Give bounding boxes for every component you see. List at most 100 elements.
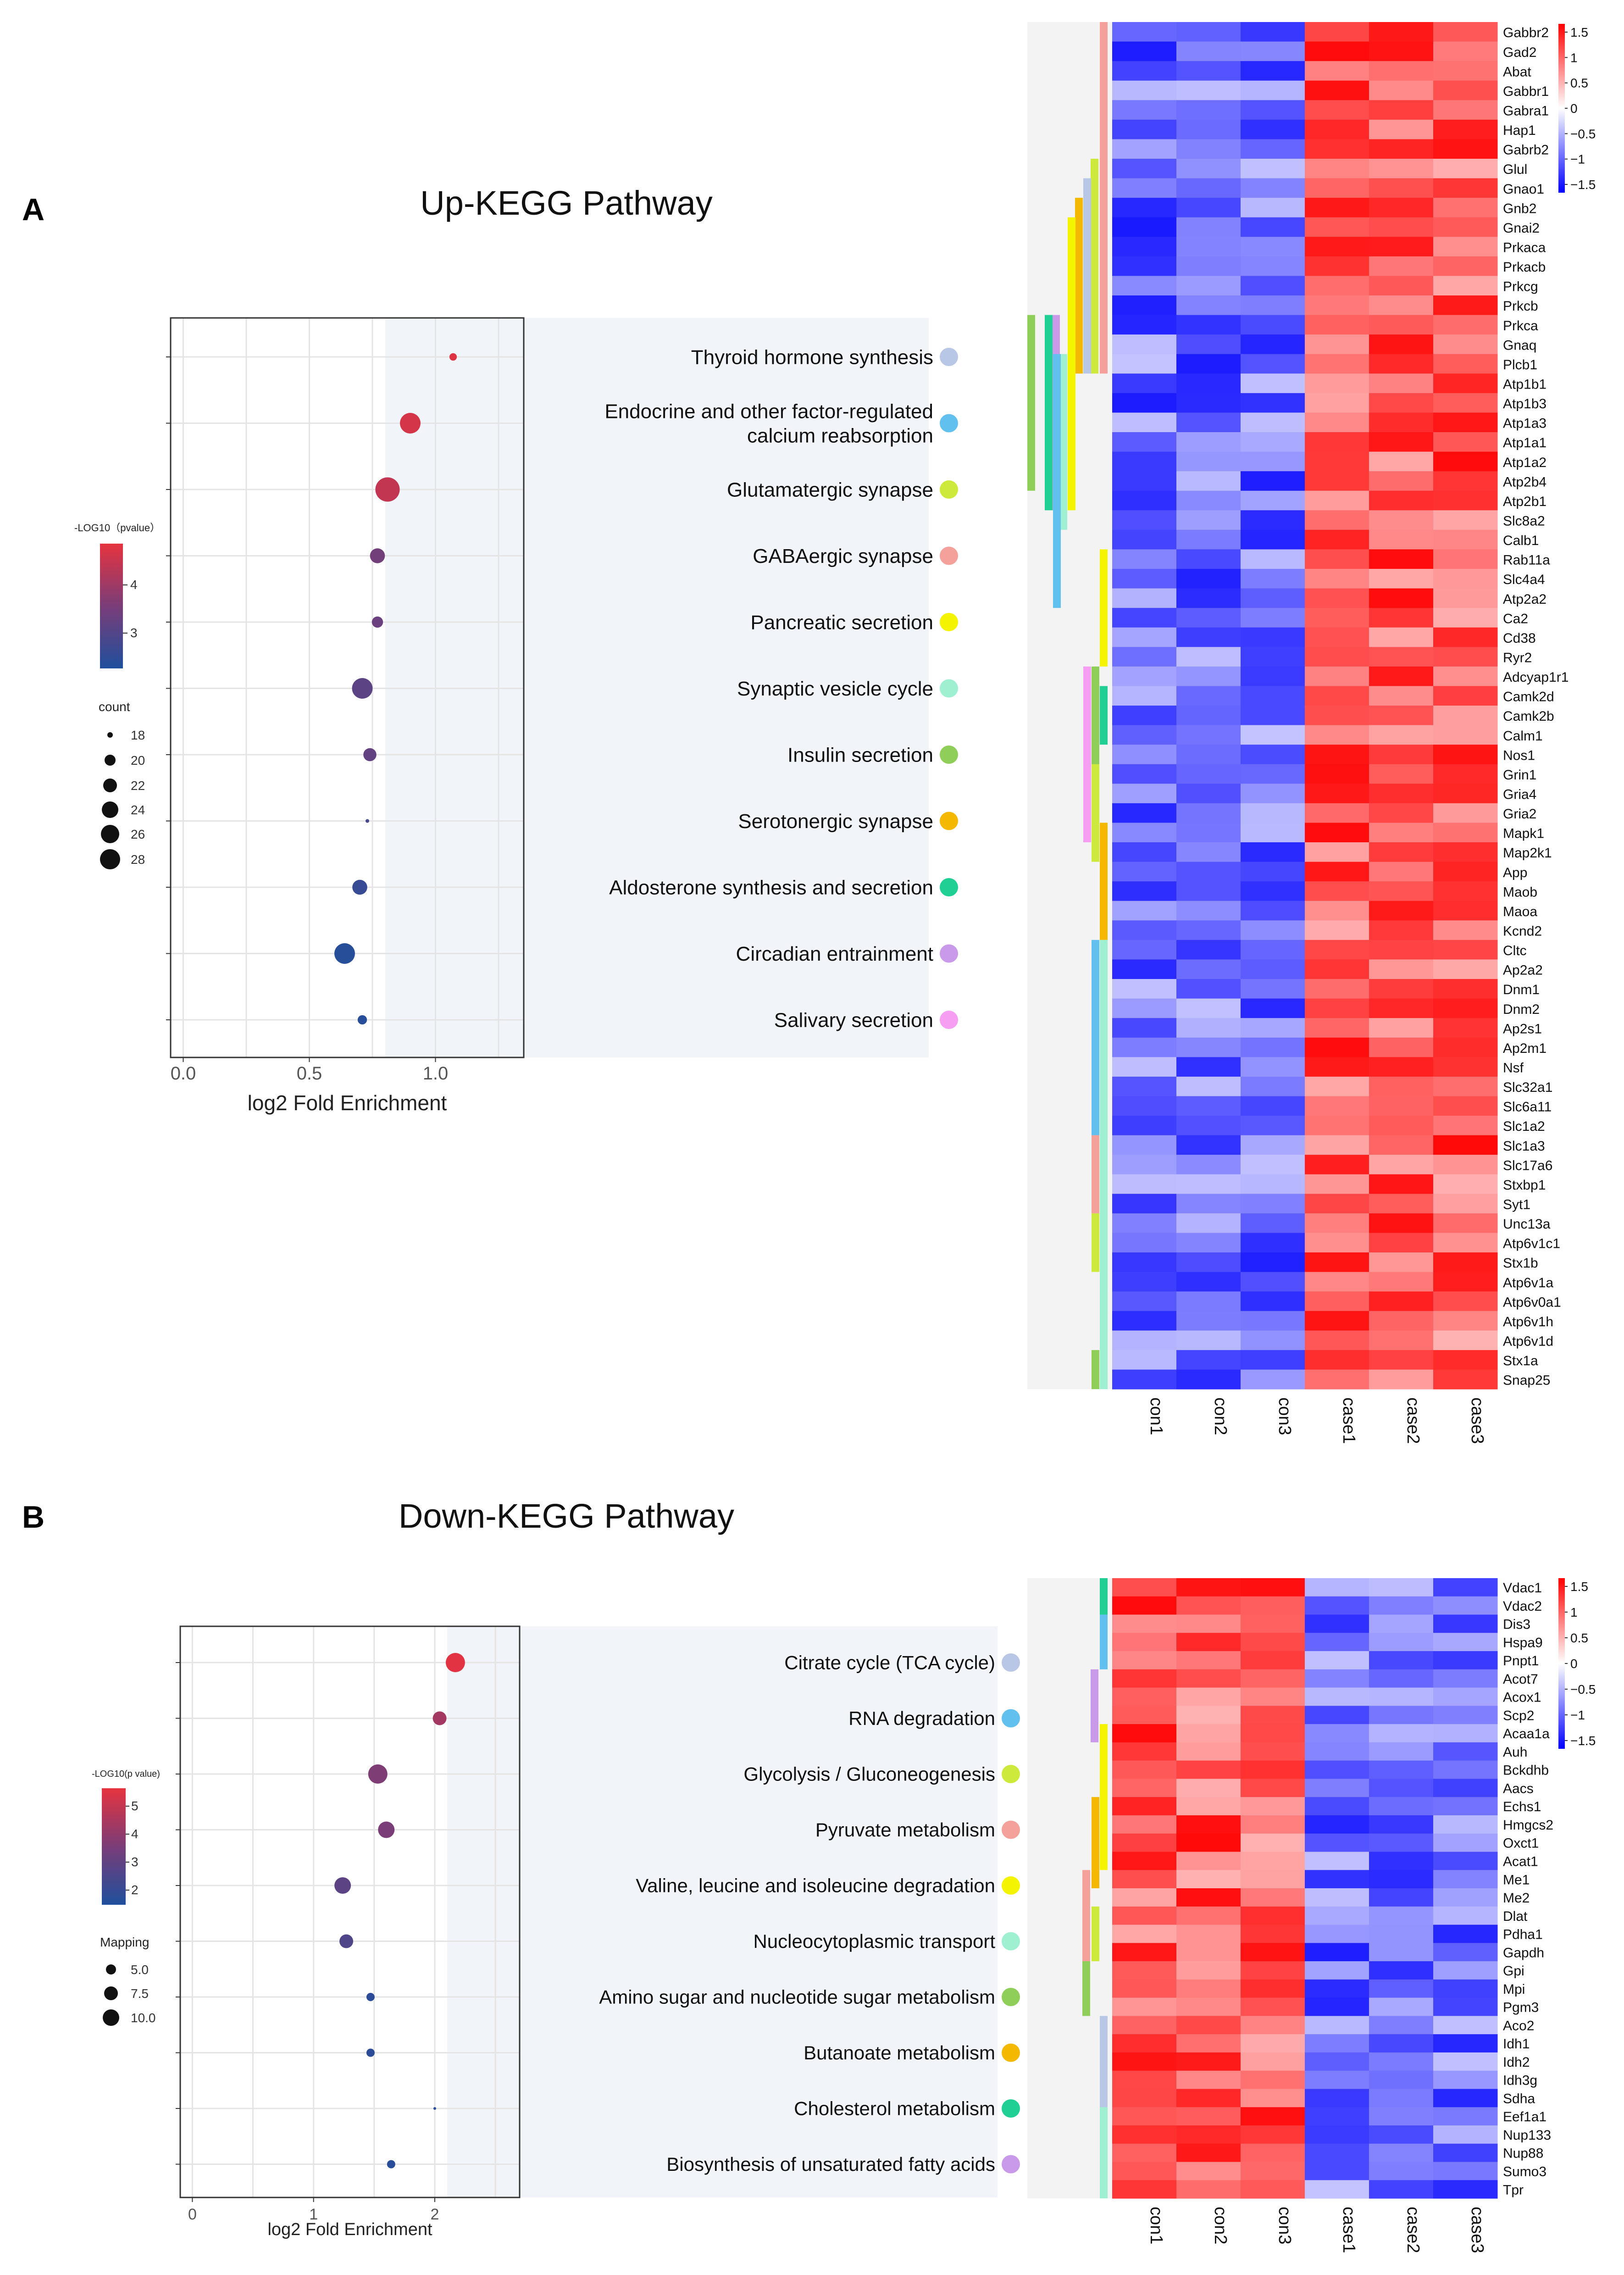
heatmap-cell	[1176, 1888, 1241, 1907]
gene-label: Prkcb	[1503, 299, 1538, 314]
pathway-annotation-bar	[1092, 1797, 1099, 1888]
heatmap-cell	[1369, 1252, 1434, 1273]
gene-label: Maoa	[1503, 904, 1537, 919]
heatmap-cell	[1369, 1852, 1434, 1870]
heatmap-cell	[1433, 1961, 1498, 1980]
heatmap-cell	[1112, 2125, 1177, 2144]
category-label: Citrate cycle (TCA cycle)	[784, 1652, 995, 1674]
heatmap-cell	[1369, 764, 1434, 784]
heatmap-cell	[1241, 920, 1305, 940]
heatmap-cell	[1112, 1614, 1177, 1633]
heatmap-cell	[1433, 139, 1498, 159]
heatmap-cell	[1433, 862, 1498, 882]
heatmap-cell	[1305, 998, 1369, 1018]
heatmap-cell	[1433, 1369, 1498, 1390]
heatmap-cell	[1433, 490, 1498, 511]
heatmap-cell	[1305, 295, 1369, 316]
gene-label: Vdac1	[1503, 1580, 1542, 1596]
heatmap-cell	[1176, 80, 1241, 100]
pathway-annotation-bar	[1100, 686, 1108, 745]
heatmap-cell	[1241, 256, 1305, 276]
gene-label: Cltc	[1503, 943, 1527, 958]
gene-label: Prkcg	[1503, 279, 1538, 295]
heatmap-cell	[1369, 1997, 1434, 2016]
heatmap-cell	[1433, 549, 1498, 569]
heatmap-cell	[1241, 940, 1305, 960]
heatmap-cell	[1112, 1633, 1177, 1652]
heatmap-cell	[1433, 1174, 1498, 1194]
heatmap-cell	[1369, 686, 1434, 706]
heatmap-cell	[1433, 1076, 1498, 1096]
heatmap-cell	[1305, 1651, 1369, 1670]
heatmap-cell	[1176, 881, 1241, 901]
heatmap-cell	[1241, 1096, 1305, 1116]
scale-tick-label: 0	[1570, 1657, 1578, 1671]
heatmap-cell	[1176, 1174, 1241, 1194]
heatmap-cell	[1433, 1633, 1498, 1652]
gene-label: Prkaca	[1503, 240, 1546, 255]
heatmap-cell	[1433, 2143, 1498, 2162]
heatmap-cell	[1305, 1779, 1369, 1797]
heatmap-cell	[1369, 61, 1434, 81]
sample-label: case2	[1403, 2207, 1423, 2253]
panel-b-label-band	[447, 1626, 998, 2197]
heatmap-cell	[1433, 1155, 1498, 1175]
heatmap-cell	[1241, 1852, 1305, 1870]
pathway-annotation-bar	[1083, 178, 1091, 374]
heatmap-cell	[1305, 862, 1369, 882]
heatmap-cell	[1241, 529, 1305, 550]
heatmap-cell	[1433, 666, 1498, 686]
heatmap-cell	[1305, 803, 1369, 823]
heatmap-cell	[1305, 315, 1369, 335]
heatmap-cell	[1112, 2089, 1177, 2108]
heatmap-cell	[1433, 920, 1498, 940]
category-color-marker	[1002, 1932, 1020, 1951]
heatmap-cell	[1433, 1291, 1498, 1312]
pathway-annotation-bar	[1091, 159, 1098, 374]
heatmap-cell	[1305, 61, 1369, 81]
gene-label: Dlat	[1503, 1909, 1528, 1924]
heatmap-cell	[1176, 803, 1241, 823]
panel-b-size-key	[104, 1986, 118, 2000]
heatmap-cell	[1176, 1596, 1241, 1615]
heatmap-cell	[1369, 1018, 1434, 1038]
heatmap-cell	[1433, 393, 1498, 413]
category-color-marker	[940, 1011, 958, 1029]
gene-label: Rab11a	[1503, 553, 1550, 568]
heatmap-cell	[1369, 217, 1434, 237]
panel-b-color-tick: 4	[131, 1827, 139, 1841]
gene-label: Gabbr2	[1503, 25, 1549, 40]
heatmap-cell	[1305, 784, 1369, 804]
panel-a-size-key	[102, 801, 118, 818]
heatmap-cell	[1369, 2052, 1434, 2071]
heatmap-cell	[1241, 2180, 1305, 2199]
heatmap-cell	[1305, 412, 1369, 433]
heatmap-cell	[1241, 549, 1305, 569]
heatmap-cell	[1433, 1943, 1498, 1962]
heatmap-cell	[1433, 998, 1498, 1018]
category-label: Synaptic vesicle cycle	[737, 678, 933, 700]
heatmap-cell	[1433, 1797, 1498, 1816]
heatmap-cell	[1369, 1943, 1434, 1962]
gene-label: Acaa1a	[1503, 1726, 1550, 1741]
category-color-marker	[940, 546, 958, 565]
heatmap-cell	[1176, 1633, 1241, 1652]
heatmap-cell	[1433, 1135, 1498, 1155]
gene-label: Atp1a3	[1503, 416, 1546, 431]
heatmap-cell	[1241, 959, 1305, 979]
heatmap-cell	[1241, 471, 1305, 491]
heatmap-cell	[1433, 198, 1498, 218]
data-point	[334, 1877, 351, 1894]
heatmap-cell	[1241, 862, 1305, 882]
heatmap-cell	[1305, 745, 1369, 765]
heatmap-cell	[1241, 1906, 1305, 1925]
heatmap-cell	[1433, 1651, 1498, 1670]
heatmap-cell	[1176, 529, 1241, 550]
scale-tick-label: −0.5	[1570, 1682, 1596, 1697]
gene-label: Nup88	[1503, 2146, 1543, 2161]
heatmap-cell	[1305, 139, 1369, 159]
heatmap-cell	[1369, 1194, 1434, 1214]
heatmap-cell	[1241, 393, 1305, 413]
heatmap-cell	[1305, 178, 1369, 198]
gene-label: Atp1b3	[1503, 396, 1546, 412]
